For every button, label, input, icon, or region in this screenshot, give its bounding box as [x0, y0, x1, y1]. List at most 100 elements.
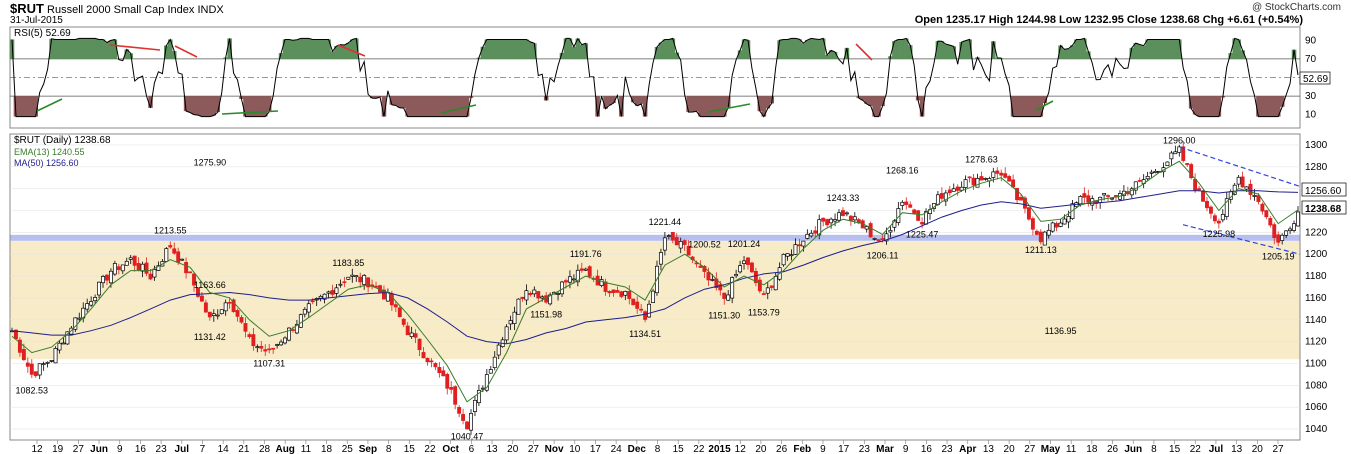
rsi-overbought-fill — [96, 39, 102, 59]
rsi-overbought-fill — [516, 39, 521, 59]
rsi-oversold-fill — [203, 96, 209, 117]
rsi-oversold-fill — [389, 96, 395, 105]
rsi-overbought-fill — [1070, 45, 1075, 59]
x-tick-label: 8 — [1151, 444, 1157, 454]
rsi-overbought-fill — [935, 41, 941, 59]
candle-body — [674, 237, 679, 246]
price-annotation-label: 1153.79 — [748, 308, 780, 318]
rsi-overbought-fill — [532, 43, 537, 59]
candle-body — [374, 285, 378, 288]
rsi-oversold-fill — [880, 96, 885, 107]
rsi-oversold-fill — [765, 96, 771, 109]
rsi-overbought-fill — [1066, 48, 1071, 59]
candle-body — [350, 274, 355, 277]
rsi-oversold-fill — [1200, 96, 1206, 117]
candle-body — [662, 237, 667, 251]
rsi-oversold-fill — [698, 96, 703, 117]
candle-body — [192, 273, 196, 286]
x-tick-label: 15 — [1169, 444, 1181, 454]
x-tick-label: 12 — [735, 444, 747, 454]
rsi-overbought-fill — [1165, 39, 1170, 59]
x-tick-label: 28 — [259, 444, 271, 454]
candle-body — [461, 414, 466, 421]
candle-body — [765, 287, 770, 294]
x-tick-label: 7 — [200, 444, 206, 454]
x-tick-label: 13 — [1231, 444, 1243, 454]
candle-body — [880, 238, 885, 240]
chart-date: 31-Jul-2015 — [10, 15, 63, 26]
candle-body — [61, 342, 66, 345]
candle-body — [975, 178, 980, 188]
rsi-overbought-fill — [1236, 39, 1241, 59]
rsi-overbought-fill — [658, 42, 664, 59]
rsi-overbought-fill — [892, 41, 897, 59]
candle-body — [382, 289, 386, 300]
candle-body — [108, 270, 113, 284]
rsi-oversold-fill — [441, 96, 446, 117]
rsi-overbought-fill — [346, 42, 351, 59]
rsi-tick-label: 30 — [1305, 91, 1317, 102]
candle-body — [1284, 230, 1289, 236]
rsi-oversold-fill — [1212, 96, 1218, 117]
rsi-overbought-fill — [278, 53, 284, 59]
candle-body — [271, 347, 276, 350]
x-tick-label: Feb — [793, 444, 811, 454]
candle-body — [773, 276, 778, 291]
x-tick-label: 12 — [31, 444, 43, 454]
candle-body — [955, 186, 960, 191]
rsi-oversold-fill — [1026, 96, 1032, 117]
candle-body — [1236, 176, 1241, 185]
rsi-oversold-fill — [868, 96, 873, 106]
rsi-oversold-fill — [1275, 96, 1281, 117]
candle-body — [1197, 188, 1202, 191]
price-grid — [10, 144, 1300, 430]
candle-body — [710, 279, 715, 281]
candle-body — [876, 239, 881, 242]
rsi-overbought-fill — [353, 38, 359, 59]
rsi-overbought-fill — [907, 45, 913, 59]
candle-body — [1011, 179, 1016, 188]
rsi-overbought-fill — [290, 40, 296, 59]
rsi-overbought-fill — [1129, 47, 1135, 59]
candle-body — [947, 189, 952, 194]
rsi-oversold-fill — [1271, 96, 1277, 117]
candle-body — [366, 277, 371, 288]
rsi-overbought-fill — [326, 39, 331, 59]
candle-body — [599, 279, 604, 286]
price-tick-label: 1080 — [1305, 380, 1328, 391]
price-annotation-label: 1040.47 — [451, 432, 484, 442]
rsi-overbought-fill — [963, 40, 968, 59]
rsi-grid — [10, 58, 1300, 97]
candle-body — [1066, 216, 1071, 223]
rsi-oversold-fill — [215, 96, 221, 113]
candle-body — [168, 245, 173, 248]
x-tick-label: 18 — [321, 444, 333, 454]
candle-body — [1129, 188, 1134, 196]
candle-body — [1019, 196, 1023, 201]
price-annotation-label: 1206.11 — [867, 251, 899, 261]
candle-body — [53, 348, 58, 364]
rsi-overbought-fill — [524, 39, 529, 59]
candle-body — [963, 179, 968, 188]
rsi-oversold-fill — [183, 96, 189, 112]
candle-body — [231, 299, 236, 312]
price-annotation-label: 1296.00 — [1163, 135, 1196, 145]
rsi-overbought-fill — [1161, 39, 1166, 59]
rsi-overbought-fill — [282, 39, 288, 59]
rsi-overbought-fill — [1232, 38, 1237, 59]
candle-body — [1106, 195, 1111, 197]
price-annotation-label: 1107.31 — [253, 359, 285, 369]
candle-body — [1296, 211, 1300, 227]
candle-body — [1181, 146, 1186, 161]
candle-body — [983, 177, 988, 180]
price-annotation-label: 1201.24 — [728, 239, 761, 249]
rsi-overbought-fill — [88, 38, 94, 59]
rsi-overbought-fill — [832, 51, 838, 59]
candle-body — [734, 274, 739, 277]
x-tick-label: 10 — [569, 444, 581, 454]
candle-body — [41, 363, 46, 365]
x-tick-label: Jul — [175, 444, 190, 454]
x-tick-label: 23 — [942, 444, 954, 454]
candle-body — [789, 254, 794, 257]
rsi-overbought-fill — [812, 38, 818, 59]
